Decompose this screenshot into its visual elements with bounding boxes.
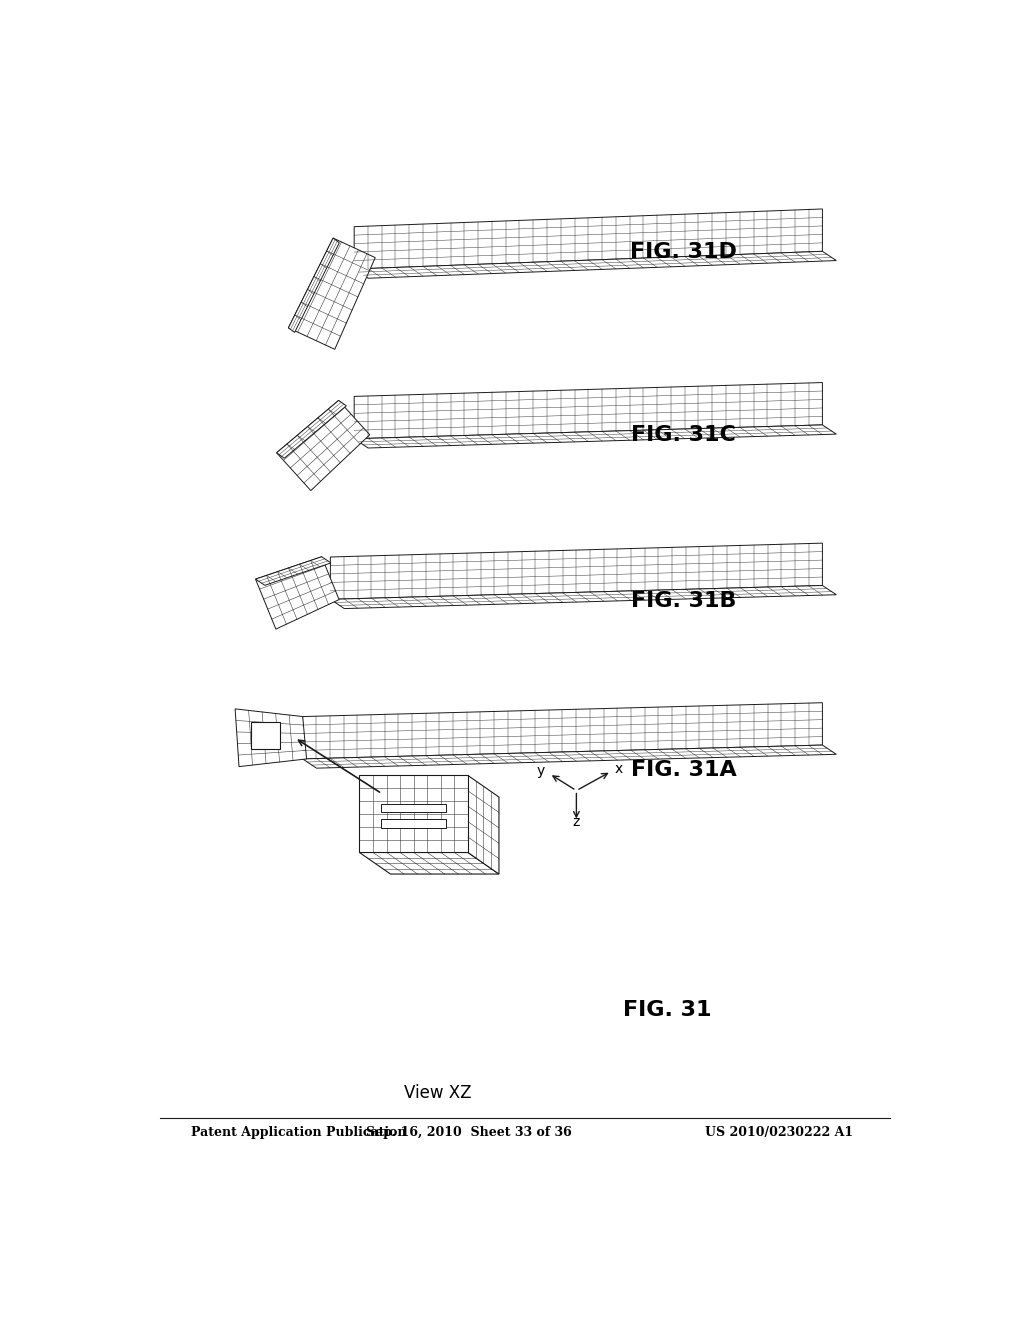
Polygon shape [354, 209, 822, 269]
Polygon shape [256, 557, 331, 585]
Polygon shape [276, 400, 370, 491]
Polygon shape [381, 804, 446, 812]
Text: FIG. 31A: FIG. 31A [631, 760, 736, 780]
Polygon shape [468, 775, 499, 874]
Polygon shape [256, 557, 339, 630]
Polygon shape [331, 543, 822, 599]
Text: FIG. 31D: FIG. 31D [630, 242, 737, 261]
Text: FIG. 31: FIG. 31 [624, 1001, 712, 1020]
Text: Sep. 16, 2010  Sheet 33 of 36: Sep. 16, 2010 Sheet 33 of 36 [367, 1126, 572, 1139]
Polygon shape [331, 586, 837, 609]
Polygon shape [289, 238, 339, 333]
Polygon shape [303, 744, 837, 768]
Text: y: y [537, 764, 545, 779]
Polygon shape [236, 709, 306, 767]
Text: FIG. 31B: FIG. 31B [631, 590, 736, 611]
Text: View XZ: View XZ [403, 1085, 471, 1102]
Text: Patent Application Publication: Patent Application Publication [191, 1126, 407, 1139]
Text: z: z [572, 816, 580, 829]
Polygon shape [359, 853, 499, 874]
Polygon shape [289, 238, 375, 350]
Polygon shape [354, 251, 837, 279]
Polygon shape [354, 383, 822, 438]
Polygon shape [381, 820, 446, 828]
Bar [251, 722, 281, 750]
Text: x: x [614, 762, 624, 776]
Polygon shape [276, 400, 346, 458]
Text: US 2010/0230222 A1: US 2010/0230222 A1 [705, 1126, 853, 1139]
Polygon shape [354, 425, 837, 447]
Text: FIG. 31C: FIG. 31C [631, 425, 736, 445]
Polygon shape [359, 775, 468, 853]
Polygon shape [303, 702, 822, 759]
